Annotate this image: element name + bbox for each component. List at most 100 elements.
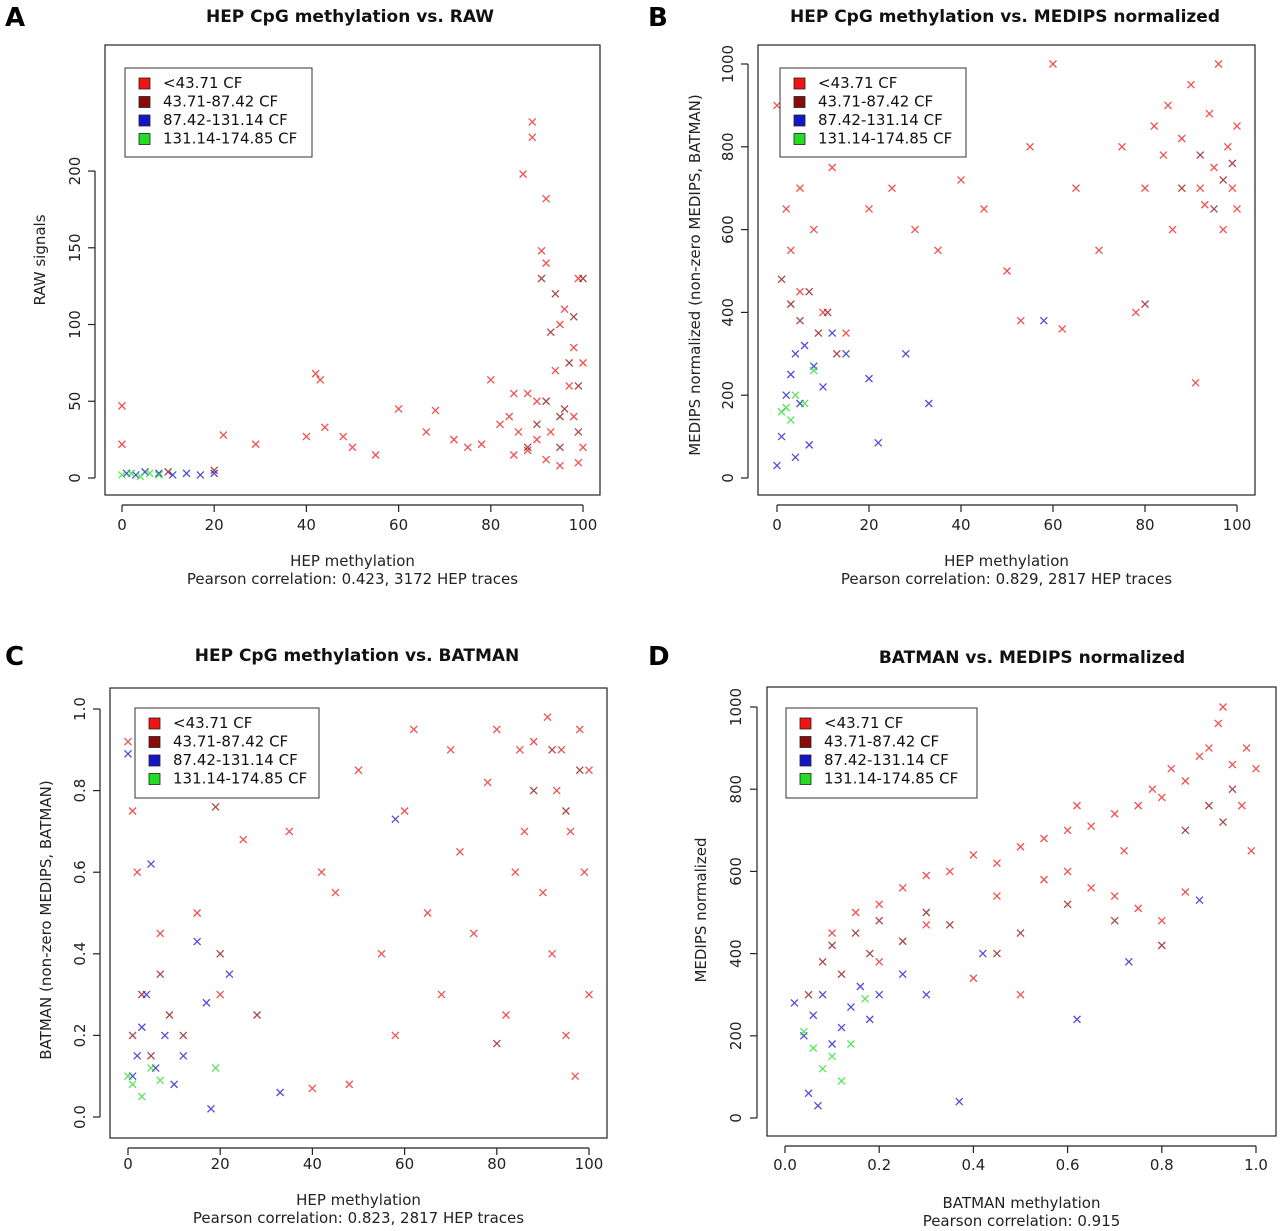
y-axis: 0 200 400 600 800 1000: [727, 688, 758, 1123]
data-point: [532, 397, 541, 406]
y-axis: 0 50 100 150 200: [66, 157, 96, 483]
y-tick-label: 0.0: [71, 1105, 89, 1129]
data-point: [251, 440, 260, 449]
data-point: [1219, 818, 1227, 827]
y-axis-label: RAW signals: [31, 214, 49, 305]
legend-swatch: [793, 77, 806, 90]
legend-box: [785, 707, 978, 799]
y-tick-label: 0: [66, 473, 84, 483]
data-point: [1219, 175, 1228, 184]
legend-label: 131.14-174.85 CF: [163, 130, 297, 148]
data-point: [579, 443, 587, 452]
x-tick-label: 100: [569, 516, 598, 534]
data-point: [945, 920, 954, 929]
data-point: [1181, 826, 1190, 835]
data-point: [809, 366, 818, 375]
data-point: [391, 1031, 400, 1040]
data-point: [492, 1039, 501, 1048]
data-point: [819, 382, 827, 391]
data-point: [1214, 60, 1223, 68]
x-tick-label: 60: [1043, 516, 1062, 534]
data-point: [818, 1064, 827, 1073]
data-point: [796, 316, 804, 325]
x-axis: 0.0 0.2 0.4 0.6 0.8 1.0: [773, 1145, 1268, 1174]
data-point: [1150, 122, 1159, 131]
legend-label: 87.42-131.14 CF: [163, 111, 288, 129]
data-point: [156, 970, 165, 979]
data-point: [898, 970, 907, 979]
data-point: [1040, 834, 1049, 843]
data-point: [179, 1031, 188, 1040]
legend-label: 43.71-87.42 CF: [163, 93, 278, 111]
data-point: [875, 957, 884, 966]
data-point: [1157, 941, 1166, 950]
data-point: [1210, 204, 1218, 213]
data-point: [239, 835, 248, 844]
y-axis-label: MEDIPS normalized: [692, 837, 710, 982]
data-point: [486, 375, 495, 384]
x-axis-label: HEP methylation: [296, 1191, 421, 1209]
data-point: [955, 1097, 964, 1106]
data-point: [145, 469, 154, 478]
x-axis-label: HEP methylation: [944, 552, 1069, 570]
data-point: [978, 949, 987, 958]
data-point: [1049, 60, 1057, 68]
data-point: [133, 868, 142, 877]
data-point: [1219, 703, 1227, 711]
data-point: [509, 389, 518, 398]
legend-swatch: [799, 717, 812, 730]
x-tick-label: 80: [481, 516, 500, 534]
data-point: [548, 745, 557, 754]
data-point: [528, 133, 537, 142]
legend-swatch: [138, 77, 151, 90]
data-point: [1196, 184, 1205, 193]
data-point: [809, 1044, 818, 1053]
x-tick-label: 80: [1135, 516, 1154, 534]
data-point: [1087, 822, 1096, 831]
data-point: [800, 399, 809, 408]
data-point: [1110, 892, 1119, 901]
data-point: [851, 908, 860, 917]
data-point: [823, 308, 832, 317]
data-point: [992, 859, 1001, 868]
y-tick-label: 0.8: [71, 779, 89, 803]
data-point: [777, 432, 786, 441]
data-point: [555, 443, 564, 452]
data-point: [791, 453, 800, 462]
x-tick-label: 0.6: [1056, 1156, 1080, 1174]
x-tick-label: 60: [395, 1155, 414, 1173]
y-axis-label: BATMAN (non-zero MEDIPS, BATMAN): [37, 780, 55, 1059]
x-axis: 0 20 40 60 80 100: [772, 504, 1251, 534]
data-point: [542, 455, 551, 464]
data-point: [1210, 163, 1218, 172]
legend-label: <43.71 CF: [163, 74, 242, 92]
data-point: [548, 949, 557, 958]
x-tick-label: 0: [772, 516, 782, 534]
data-point: [1016, 990, 1025, 999]
data-point: [1204, 744, 1213, 753]
data-point: [394, 404, 403, 413]
data-point: [1131, 308, 1140, 317]
y-tick-label: 800: [727, 775, 745, 804]
y-tick-label: 600: [719, 215, 737, 244]
data-point: [128, 807, 137, 815]
data-point: [560, 404, 569, 413]
data-point: [911, 225, 919, 234]
plot-frame: [766, 686, 1277, 1137]
legend-swatch: [138, 114, 151, 127]
correlation-caption: Pearson correlation: 0.915: [923, 1212, 1121, 1230]
data-point: [463, 443, 472, 452]
data-point: [147, 860, 156, 868]
data-point: [992, 892, 1001, 901]
y-tick-label: 0: [727, 1113, 745, 1123]
data-point: [782, 403, 791, 412]
x-tick-label: 40: [297, 516, 316, 534]
data-point: [156, 929, 165, 938]
data-point: [165, 1011, 174, 1019]
x-tick-label: 20: [859, 516, 878, 534]
data-point: [842, 349, 850, 358]
data-point: [579, 358, 587, 367]
data-point: [515, 745, 524, 754]
data-point: [846, 1003, 855, 1011]
